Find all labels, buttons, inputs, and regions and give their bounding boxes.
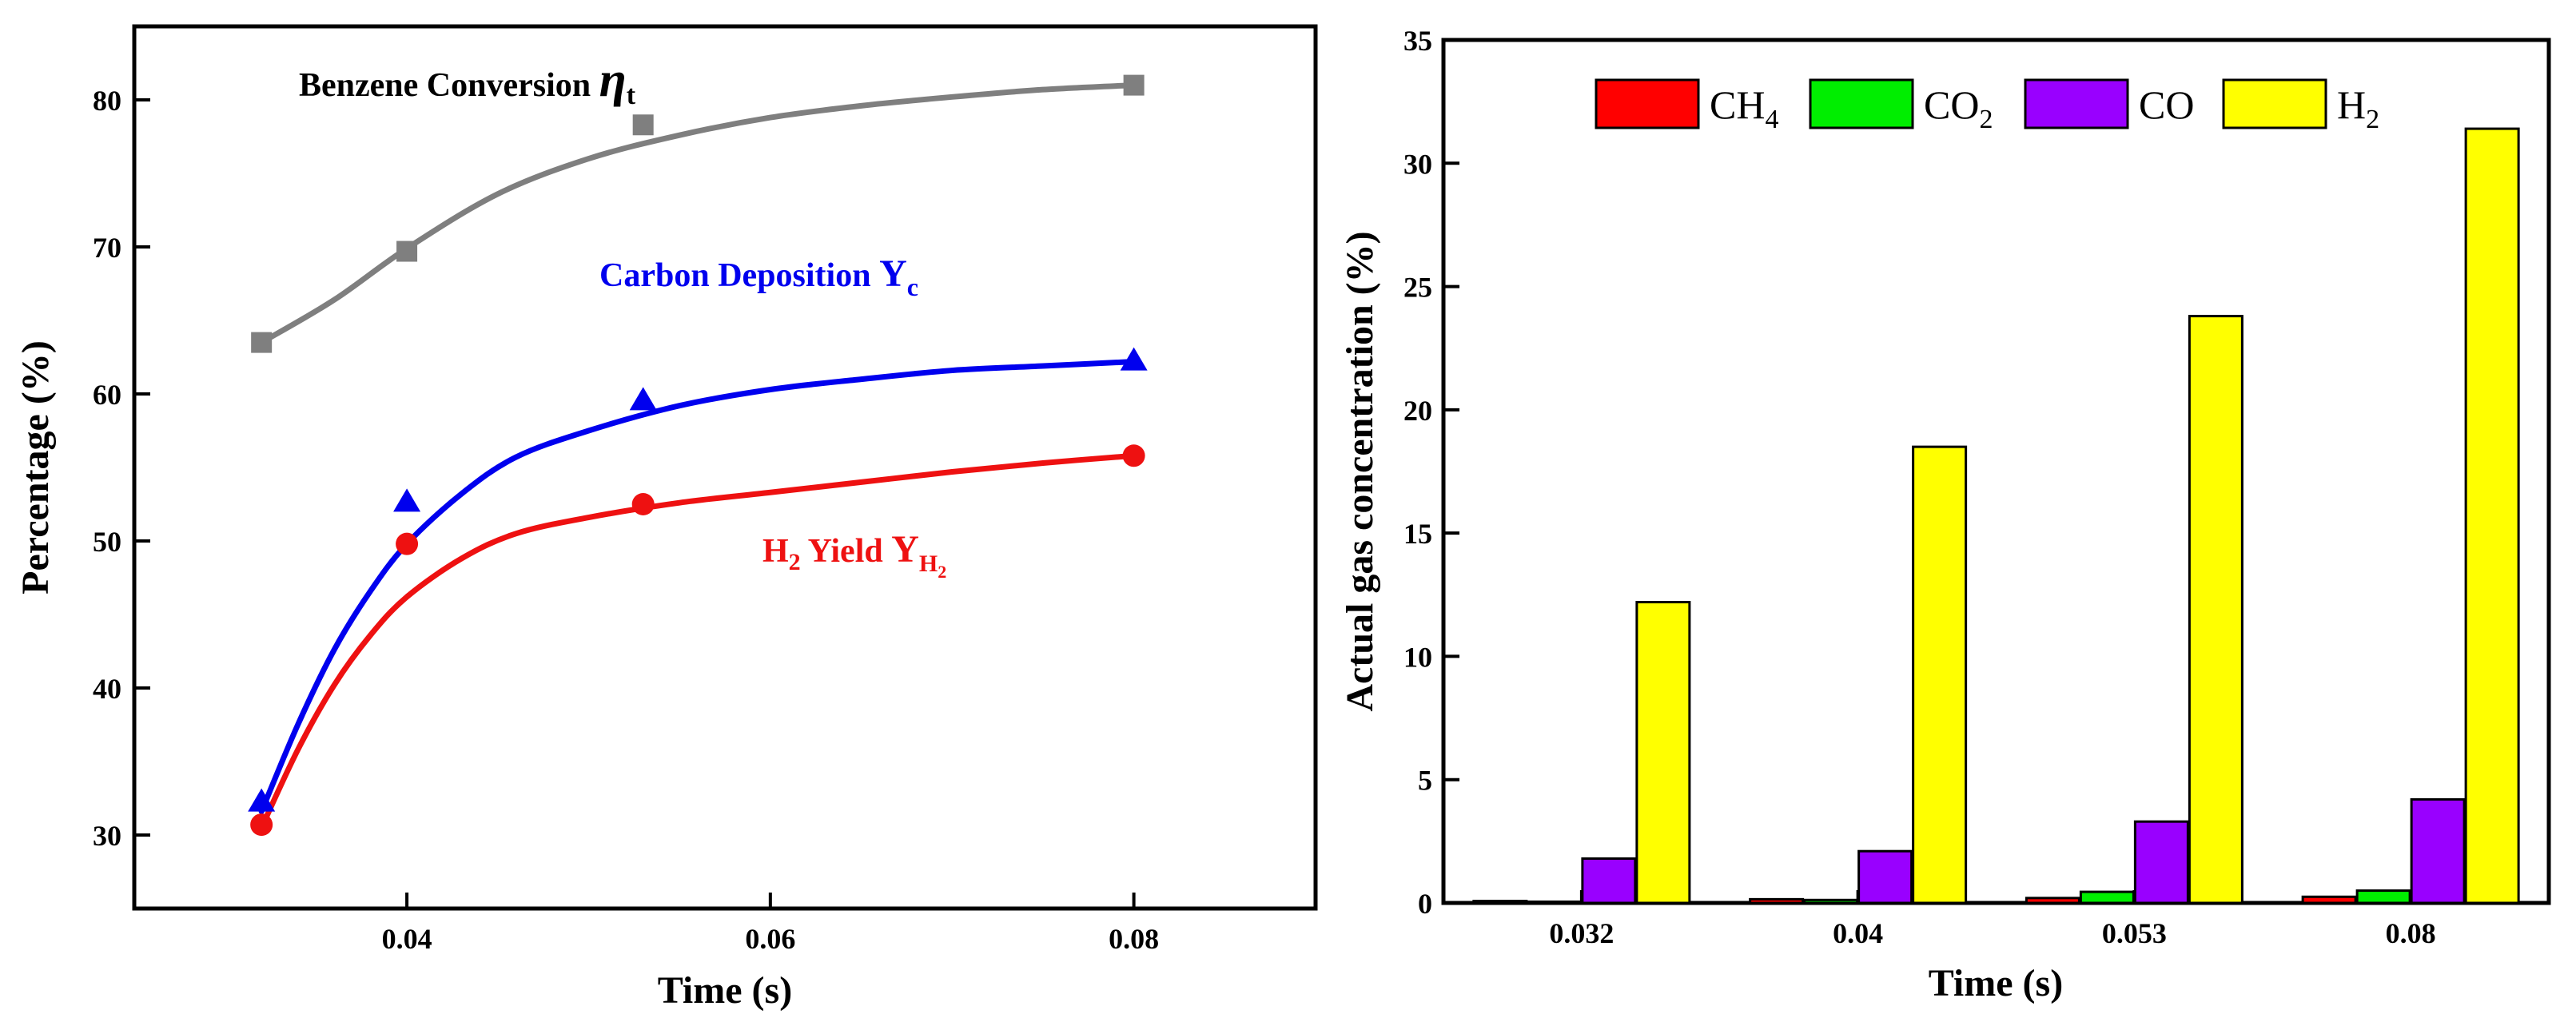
bar-ch4 xyxy=(2301,895,2357,905)
left-fit-curves xyxy=(258,82,1137,831)
annotation-h2-sub: H xyxy=(919,551,938,577)
legend-swatch-h2 xyxy=(2222,78,2327,129)
marker-benzene-conversion xyxy=(396,241,418,262)
bar-co xyxy=(1581,857,1637,905)
left-x-tick-label: 0.04 xyxy=(382,923,432,955)
right-y-tick-label: 20 xyxy=(1403,395,1432,427)
left-y-tick-label: 80 xyxy=(93,85,121,117)
right-y-tick-label: 30 xyxy=(1403,148,1432,180)
right-x-axis-title: Time (s) xyxy=(1929,962,2063,1004)
marker-carbon-deposition xyxy=(1120,347,1148,371)
left-y-axis-title: Percentage (%) xyxy=(14,340,57,595)
bar-ch4 xyxy=(2025,897,2080,905)
fit-line-benzene-conversion xyxy=(258,82,1137,346)
bar-co2 xyxy=(2079,890,2135,905)
legend-swatch-co2 xyxy=(1809,78,1914,129)
left-y-tick-label: 40 xyxy=(93,673,121,705)
right-x-tick-label: 0.04 xyxy=(1833,917,1883,949)
annotation-benzene-symbol: η xyxy=(599,53,627,107)
left-y-axis: 30 40 50 60 70 80 xyxy=(93,85,150,852)
right-x-tick-label: 0.053 xyxy=(2102,917,2167,949)
right-y-tick-label: 15 xyxy=(1403,518,1432,550)
bar-h2 xyxy=(1635,601,1691,905)
annotation-benzene-conversion: Benzene Conversion ηt xyxy=(299,53,636,110)
bar-co xyxy=(2133,820,2189,905)
right-y-tick-label: 10 xyxy=(1403,641,1432,673)
legend-label-sub: 2 xyxy=(2366,105,2379,134)
annotation-h2-main-sub: 2 xyxy=(789,549,801,575)
fit-line-h2-yield xyxy=(258,452,1137,831)
right-y-axis: 0 5 10 15 20 25 30 35 xyxy=(1403,25,1459,920)
left-plot-frame xyxy=(132,24,1318,911)
legend-label-co: CO xyxy=(2139,82,2194,127)
bar-ch4 xyxy=(1749,897,1805,905)
right-bars xyxy=(1472,127,2520,905)
annotation-carbon-symbol: Y xyxy=(879,253,907,295)
bar-co xyxy=(1857,849,1913,905)
legend-label-h2: H2 xyxy=(2337,82,2379,134)
legend-label-main: CO xyxy=(1924,82,1979,127)
legend-label-main: H xyxy=(2337,82,2366,127)
annotation-h2-subsub: 2 xyxy=(938,562,946,582)
annotation-carbon-main: Carbon Deposition xyxy=(599,257,879,294)
left-y-tick-label: 60 xyxy=(93,379,121,411)
annotation-carbon-deposition: Carbon Deposition Yc xyxy=(599,253,918,301)
right-y-tick-label: 35 xyxy=(1403,25,1432,57)
legend-swatch-ch4 xyxy=(1595,78,1700,129)
annotation-h2-main: H xyxy=(762,533,789,570)
legend-label-co2: CO2 xyxy=(1924,82,1993,134)
annotation-benzene-main: Benzene Conversion xyxy=(299,67,599,104)
right-y-tick-label: 5 xyxy=(1418,765,1432,797)
marker-h2-yield xyxy=(1122,444,1145,467)
marker-h2-yield xyxy=(631,493,655,515)
marker-h2-yield xyxy=(250,813,273,837)
right-x-tick-label: 0.08 xyxy=(2386,917,2436,949)
right-y-tick-label: 25 xyxy=(1403,272,1432,304)
bar-co xyxy=(2410,797,2466,905)
right-x-tick-label: 0.032 xyxy=(1549,917,1614,949)
left-x-tick-label: 0.06 xyxy=(745,923,795,955)
legend-swatch-co xyxy=(2024,78,2129,129)
annotation-h2-mid: Yield xyxy=(801,533,892,570)
left-x-axis-title: Time (s) xyxy=(658,969,792,1012)
right-x-axis: 0.032 0.04 0.053 0.08 xyxy=(1549,890,2436,949)
marker-benzene-conversion xyxy=(251,332,273,353)
marker-carbon-deposition xyxy=(393,488,421,512)
right-y-tick-label: 0 xyxy=(1418,888,1432,920)
left-line-chart: 30 40 50 60 70 80 0.04 0.06 0.08 Time (s) Perce… xyxy=(14,24,1318,1012)
bar-ch4 xyxy=(1472,900,1528,905)
annotation-benzene-sub: t xyxy=(627,81,636,110)
left-y-tick-label: 30 xyxy=(93,820,121,852)
legend-label-sub: 2 xyxy=(1979,105,1993,134)
legend-label-main: CO xyxy=(2139,82,2194,127)
left-data-markers xyxy=(248,74,1148,837)
bar-h2 xyxy=(1912,445,1968,905)
legend-label-main: CH xyxy=(1710,82,1765,127)
annotation-h2-symbol: Y xyxy=(891,528,919,571)
legend-label-sub: 4 xyxy=(1765,105,1778,134)
fit-line-carbon-deposition xyxy=(258,359,1137,815)
marker-benzene-conversion xyxy=(1123,74,1145,96)
left-x-tick-label: 0.08 xyxy=(1109,923,1159,955)
left-y-tick-label: 50 xyxy=(93,526,121,558)
bar-co2 xyxy=(1803,898,1859,905)
left-y-tick-label: 70 xyxy=(93,232,121,264)
marker-carbon-deposition xyxy=(629,387,657,411)
right-plot-frame xyxy=(1441,38,2551,905)
bar-co2 xyxy=(2355,889,2411,905)
bar-co2 xyxy=(1527,900,1583,905)
annotation-carbon-sub: c xyxy=(907,272,918,301)
marker-h2-yield xyxy=(396,532,419,555)
marker-benzene-conversion xyxy=(632,114,654,136)
legend: CH4 CO2 CO H2 xyxy=(1595,78,2379,134)
marker-carbon-deposition xyxy=(248,788,276,812)
right-y-axis-title: Actual gas concentration (%) xyxy=(1339,231,1381,711)
legend-label-ch4: CH4 xyxy=(1710,82,1778,134)
left-x-axis: 0.04 0.06 0.08 xyxy=(382,893,1159,955)
bar-h2 xyxy=(2464,127,2520,905)
bar-h2 xyxy=(2188,315,2244,905)
annotation-h2-yield: H2 Yield YH2 xyxy=(762,528,946,582)
